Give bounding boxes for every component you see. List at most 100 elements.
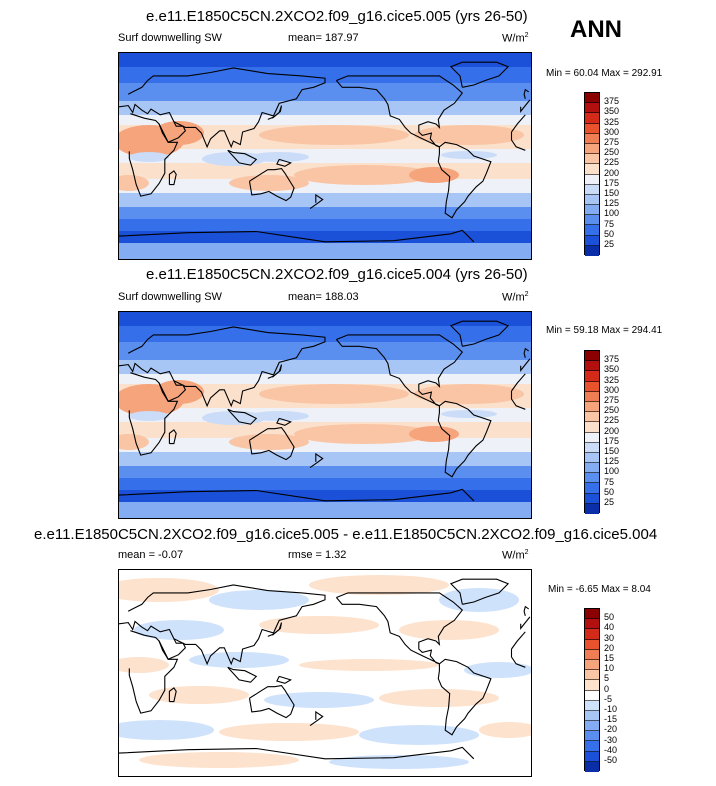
colorbar-tick-label: 25	[604, 497, 615, 507]
field-band	[119, 53, 531, 67]
coastline	[158, 121, 187, 143]
panel-3-rmse-label: rmse = 1.32	[288, 549, 347, 561]
field-contour	[202, 411, 266, 425]
field-contour	[479, 722, 531, 738]
coastline	[119, 584, 531, 666]
colorbar-swatch	[585, 123, 599, 134]
colorbar-tick-label: 50	[604, 486, 615, 497]
field-contour	[441, 410, 497, 418]
panel-3-mean-label: mean = -0.07	[118, 549, 184, 561]
colorbar-swatch	[585, 93, 599, 104]
colorbar-swatch	[585, 442, 599, 453]
colorbar-tick-label: 275	[604, 395, 620, 405]
colorbar-swatch	[585, 391, 599, 402]
panel-1-minmax: Min = 60.04 Max = 292.91	[546, 68, 663, 79]
colorbar-tick-label: 75	[604, 476, 615, 487]
field-band	[119, 83, 531, 101]
colorbar-swatch	[585, 741, 599, 752]
colorbar-tick-label: 20	[604, 642, 615, 653]
panel-1-map	[118, 52, 532, 260]
field-contour	[202, 152, 266, 166]
coastline	[248, 168, 295, 202]
colorbar-swatch	[585, 235, 599, 246]
colorbar-tick-label: -40	[604, 744, 618, 755]
field-contour	[294, 424, 434, 444]
field-band	[119, 207, 531, 219]
coastline	[227, 666, 258, 683]
colorbar-tick-label: 10	[604, 663, 615, 674]
colorbar-swatch	[585, 225, 599, 236]
panel-2-mean-label: mean= 188.03	[288, 291, 359, 303]
field-contour	[259, 125, 409, 145]
field-contour	[119, 578, 219, 602]
colorbar-tick-label: 300	[604, 384, 620, 395]
colorbar-swatch	[585, 351, 599, 362]
field-contour	[309, 575, 449, 595]
field-band	[119, 490, 531, 502]
colorbar-tick-label: -15	[604, 714, 618, 725]
colorbar-swatch	[585, 503, 599, 514]
coastline	[267, 622, 283, 637]
colorbar-swatch	[585, 432, 599, 443]
colorbar-swatch	[585, 381, 599, 392]
colorbar-swatch	[585, 245, 599, 256]
field-contour	[129, 152, 169, 162]
field-band	[119, 452, 531, 466]
coastline	[119, 326, 531, 408]
colorbar-tick-label: -20	[604, 724, 618, 735]
coastline	[119, 488, 475, 502]
colorbar-swatch	[585, 215, 599, 226]
colorbar-swatch	[585, 659, 599, 671]
coastline	[248, 427, 295, 461]
field-band	[119, 466, 531, 478]
colorbar-swatch	[585, 721, 599, 732]
colorbar-tick-label: 75	[604, 218, 615, 229]
field-contour	[414, 125, 524, 145]
colorbar-swatch	[585, 361, 599, 372]
field-contour	[219, 723, 359, 741]
field-contour	[464, 662, 531, 678]
field-band	[119, 247, 531, 259]
colorbar-tick-label: 175	[604, 177, 620, 188]
coastline	[437, 658, 492, 736]
colorbar-swatch	[585, 731, 599, 742]
coastline	[128, 113, 526, 197]
field-band	[119, 101, 531, 115]
colorbar-tick-label: 250	[604, 147, 620, 158]
colorbar-tick-label: 150	[604, 188, 620, 198]
colorbar-swatch	[585, 483, 599, 494]
field-contour	[359, 725, 479, 745]
coastline	[119, 229, 475, 243]
colorbar-tick-label: 15	[604, 653, 615, 663]
colorbar-swatch	[585, 401, 599, 413]
field-contour	[379, 689, 499, 707]
field-contour	[414, 384, 524, 404]
field-contour	[229, 434, 309, 450]
coastline	[158, 380, 187, 402]
coastline	[523, 605, 530, 616]
coastline	[523, 347, 530, 358]
field-contour	[399, 620, 499, 640]
coastline	[128, 372, 526, 456]
panel-2-map	[118, 311, 532, 519]
coastline	[227, 149, 258, 166]
coastline	[128, 630, 526, 714]
colorbar-swatch	[585, 103, 599, 114]
colorbar-swatch	[585, 670, 599, 681]
colorbar-tick-label: -30	[604, 734, 618, 745]
field-contour	[409, 426, 459, 442]
coastline	[119, 746, 475, 760]
field-contour	[229, 175, 309, 191]
colorbar-tick-label: 300	[604, 126, 620, 137]
field-contour	[119, 434, 149, 450]
panel-3-minmax: Min = -6.65 Max = 8.04	[548, 584, 651, 595]
colorbar-swatch	[585, 751, 599, 762]
field-band	[119, 193, 531, 207]
colorbar-swatch	[585, 452, 599, 464]
field-contour	[441, 151, 497, 159]
coastline	[449, 578, 510, 605]
panel-2-variable-label: Surf downwelling SW	[118, 291, 222, 303]
colorbar-swatch	[585, 154, 599, 165]
colorbar-swatch	[585, 649, 599, 660]
coastline	[309, 452, 324, 469]
